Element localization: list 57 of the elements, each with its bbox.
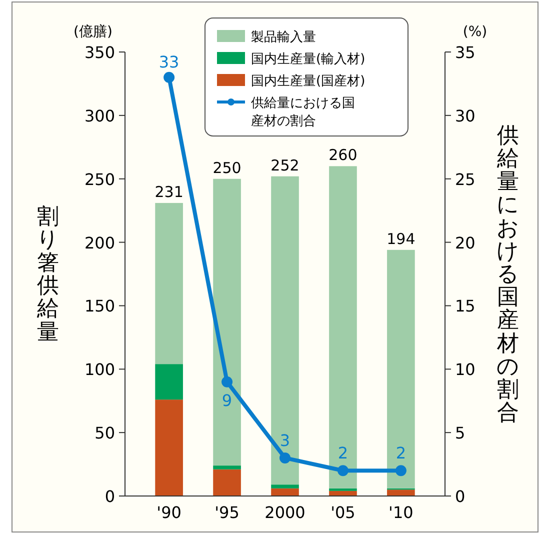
legend-label: 国内生産量(国産材) bbox=[251, 73, 366, 89]
data-label: 3 bbox=[280, 430, 290, 450]
x-tick-label: 2000 bbox=[264, 503, 306, 522]
y-tick-label: 150 bbox=[84, 296, 115, 316]
total-label: 231 bbox=[154, 182, 184, 201]
y-tick-label: 0 bbox=[104, 487, 115, 506]
point bbox=[337, 465, 348, 476]
y-tick-label: 100 bbox=[84, 360, 115, 380]
y2-tick-label: 25 bbox=[455, 170, 476, 189]
y2-tick-label: 15 bbox=[455, 296, 476, 316]
bar bbox=[387, 250, 415, 488]
y2-tick-label: 10 bbox=[455, 360, 476, 380]
bar bbox=[329, 488, 357, 491]
text: (億膳) bbox=[74, 24, 112, 40]
bar bbox=[271, 484, 299, 488]
total-label: 260 bbox=[328, 146, 358, 164]
bar bbox=[155, 364, 183, 400]
y-tick-label: 300 bbox=[84, 106, 115, 126]
y2-tick-label: 30 bbox=[455, 106, 476, 126]
data-label: 33 bbox=[158, 52, 180, 72]
y2-tick-label: 0 bbox=[455, 487, 466, 506]
bar bbox=[213, 466, 241, 470]
bar bbox=[271, 176, 299, 485]
point bbox=[280, 452, 290, 464]
total-label: 194 bbox=[386, 230, 416, 248]
legend-label: 製品輸入量 bbox=[251, 30, 316, 45]
data-label: 9 bbox=[222, 390, 232, 410]
y-tick-label: 50 bbox=[94, 424, 115, 443]
text: 供給量における国産材の割合 bbox=[496, 122, 520, 426]
y-tick-label: 350 bbox=[84, 43, 115, 62]
y2-tick-label: 5 bbox=[455, 424, 466, 443]
data-label: 2 bbox=[338, 444, 348, 463]
point bbox=[164, 72, 175, 83]
total-label: 250 bbox=[212, 158, 242, 177]
y-tick-label: 250 bbox=[84, 170, 115, 189]
x-tick-label: '90 bbox=[156, 503, 182, 522]
data-label: 2 bbox=[396, 444, 406, 463]
y2-tick-label: 35 bbox=[455, 43, 476, 62]
bar bbox=[213, 469, 241, 496]
bar bbox=[155, 400, 183, 496]
legend-label: 国内生産量(輸入材) bbox=[251, 51, 366, 67]
bar bbox=[213, 178, 241, 466]
text: (%) bbox=[462, 24, 488, 40]
bar bbox=[155, 202, 183, 364]
bar bbox=[387, 490, 415, 496]
x-tick-label: '10 bbox=[388, 503, 414, 522]
y-tick-label: 200 bbox=[84, 233, 115, 252]
x-tick-label: '95 bbox=[214, 503, 240, 522]
x-tick-label: '05 bbox=[330, 503, 356, 522]
y2-tick-label: 20 bbox=[455, 233, 476, 252]
total-label: 252 bbox=[270, 156, 300, 174]
legend-label: 供給量における国産材の割合 bbox=[251, 96, 355, 129]
point bbox=[222, 376, 233, 388]
bar bbox=[329, 166, 357, 488]
y-axis-title: 割り箸供給量 bbox=[36, 204, 60, 344]
bar bbox=[271, 488, 299, 496]
point bbox=[395, 465, 406, 476]
